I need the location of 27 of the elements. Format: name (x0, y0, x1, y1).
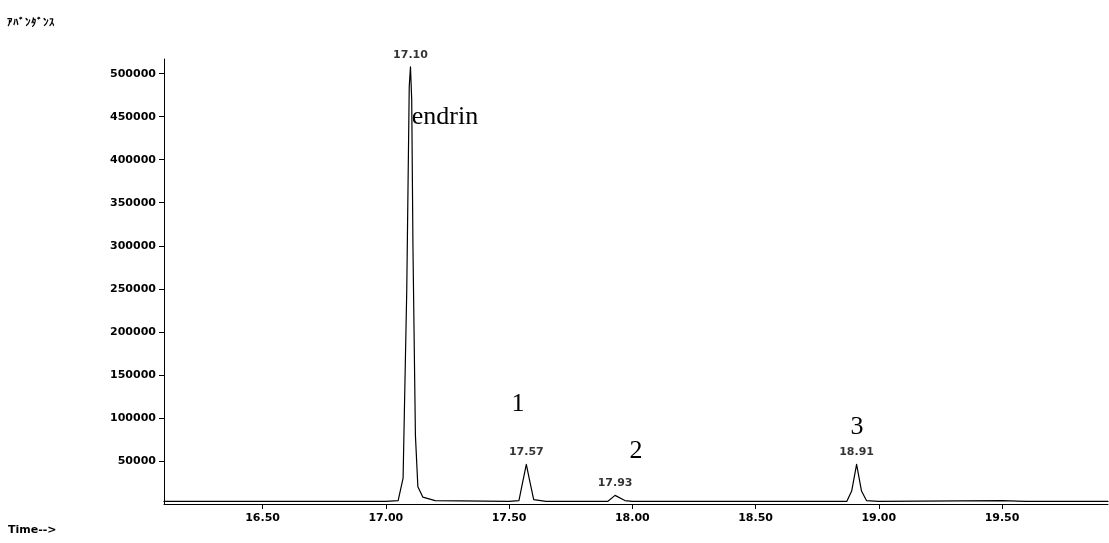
annotation: 1 (511, 387, 525, 417)
y-tick-label: 150000 (110, 368, 157, 382)
annotation: 17.57 (508, 445, 544, 459)
y-tick-label: 450000 (110, 110, 157, 124)
y-tick-label: 250000 (110, 282, 157, 296)
y-tick-label: 300000 (110, 239, 157, 253)
annotation: 17.10 (393, 47, 429, 61)
y-tick-label: 50000 (117, 454, 157, 468)
x-tick-label: 17.50 (491, 511, 527, 524)
annotation: 3 (850, 410, 864, 440)
text: ｱﾊﾞﾝﾀﾞﾝｽ (7, 16, 55, 29)
y-tick-label: 500000 (110, 67, 157, 81)
x-tick-label: 16.50 (245, 511, 281, 524)
annotation: 17.93 (597, 476, 633, 490)
annotation: 18.91 (839, 445, 874, 459)
x-tick-label: 18.50 (738, 511, 774, 524)
x-axis-title: Time--> (8, 523, 57, 536)
annotation: 2 (629, 434, 643, 464)
y-tick-label: 400000 (110, 153, 157, 167)
x-tick-label: 17.00 (368, 511, 404, 524)
x-tick-label: 19.50 (984, 511, 1020, 524)
x-tick-label: 19.00 (861, 511, 897, 524)
y-tick-label: 350000 (110, 196, 157, 210)
x-tick-label: 18.00 (614, 511, 651, 524)
annotation: endrin (411, 100, 479, 130)
y-tick-label: 100000 (110, 411, 157, 425)
y-tick-label: 200000 (110, 325, 157, 339)
